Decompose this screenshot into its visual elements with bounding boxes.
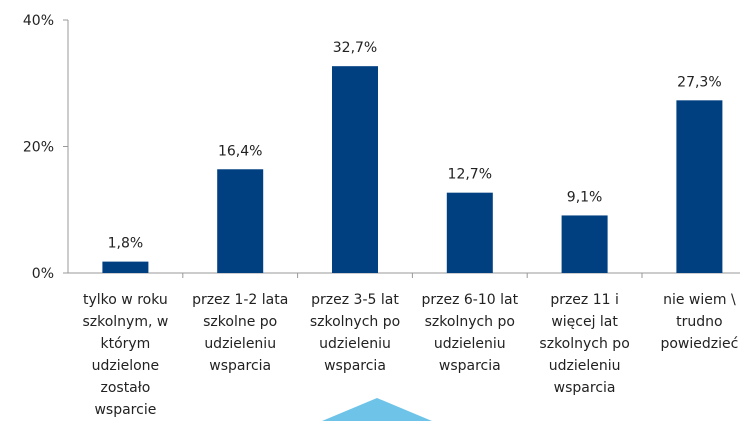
- value-label: 32,7%: [333, 40, 377, 56]
- y-tick-label: 40%: [23, 13, 54, 29]
- bar: [561, 215, 608, 273]
- bar: [676, 100, 723, 273]
- value-label: 12,7%: [448, 167, 492, 183]
- bar: [217, 169, 264, 273]
- y-tick-label: 20%: [23, 140, 54, 156]
- x-tick-label: nie wiem \ trudno powiedzieć: [660, 292, 738, 352]
- bar: [332, 66, 378, 273]
- value-label: 16,4%: [218, 143, 262, 159]
- x-tick-label: tylko w roku szkolnym, w którym udzielone zo…: [82, 292, 168, 418]
- x-tick-label: przez 3-5 lat szkolnych po udzieleniu wspar…: [310, 292, 400, 374]
- value-label: 9,1%: [567, 189, 603, 205]
- scroll-indicator: [322, 398, 432, 421]
- value-label: 1,8%: [108, 236, 144, 252]
- x-tick-label: przez 1-2 lata szkolne po udzieleniu wsparc…: [192, 292, 288, 374]
- bar: [446, 192, 493, 273]
- x-tick-label: przez 11 i więcej lat szkolnych po udzielen…: [539, 292, 629, 396]
- bar: [102, 261, 149, 273]
- y-tick-label: 0%: [32, 266, 54, 282]
- value-label: 27,3%: [677, 74, 721, 90]
- x-tick-label: przez 6-10 lat szkolnych po udzieleniu wspa…: [422, 292, 519, 374]
